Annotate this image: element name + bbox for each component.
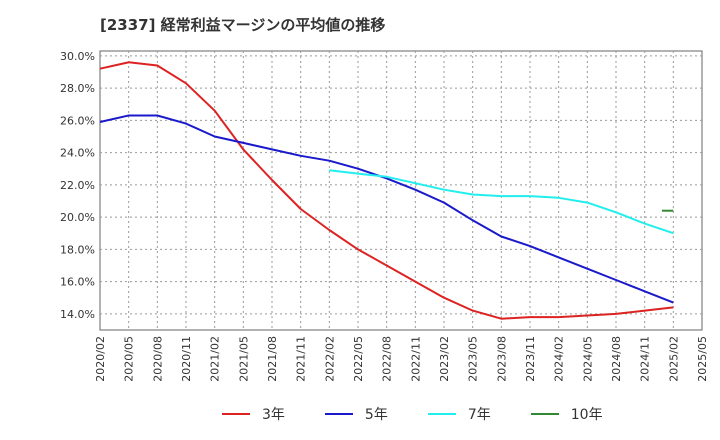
y-tick-label: 18.0%	[60, 243, 95, 256]
legend-label: 5年	[364, 407, 388, 423]
x-tick-label: 2025/02	[667, 336, 680, 382]
legend: 3年 5年 7年 10年	[222, 404, 643, 424]
x-tick-label: 2024/05	[581, 336, 594, 382]
series-line-0	[99, 61, 674, 320]
legend-label: 7年	[467, 407, 491, 423]
x-tick-label: 2021/11	[295, 336, 308, 382]
x-tick-label: 2021/02	[209, 336, 222, 382]
x-tick-label: 2021/08	[266, 336, 279, 382]
x-tick-label: 2022/08	[381, 336, 394, 382]
x-tick-label: 2020/11	[180, 336, 193, 382]
x-tick-label: 2025/05	[696, 336, 709, 382]
gridlines	[100, 51, 702, 330]
y-tick-label: 26.0%	[60, 114, 95, 127]
y-tick-label: 14.0%	[60, 308, 95, 321]
x-axis-ticks: 2020/02 2020/05 2020/08 2020/11 2021/02 2021/…	[94, 336, 709, 382]
legend-label: 3年	[262, 407, 285, 423]
x-tick-label: 2020/05	[123, 336, 136, 382]
x-tick-label: 2022/02	[323, 336, 336, 382]
series-line-1	[99, 114, 674, 304]
x-tick-label: 2023/05	[467, 336, 480, 382]
legend-label: 10年	[570, 407, 603, 423]
legend-item: 7年	[427, 404, 491, 424]
legend-item: 10年	[530, 404, 603, 424]
x-tick-label: 2023/02	[438, 336, 451, 382]
y-tick-label: 22.0%	[60, 179, 95, 192]
legend-item: 5年	[324, 404, 388, 424]
chart-title: [2337] 経常利益マージンの平均値の推移	[100, 16, 386, 34]
y-axis-ticks: 14.0% 16.0% 18.0% 20.0% 22.0% 24.0% 26.0% 28.0%…	[60, 50, 95, 321]
y-tick-label: 20.0%	[60, 211, 95, 224]
y-tick-label: 24.0%	[60, 147, 95, 160]
x-tick-label: 2020/02	[94, 336, 107, 382]
y-tick-label: 28.0%	[60, 82, 95, 95]
x-tick-label: 2024/11	[639, 336, 652, 382]
series-line-2	[329, 169, 674, 235]
x-tick-label: 2021/05	[237, 336, 250, 382]
x-tick-label: 2022/05	[352, 336, 365, 382]
x-tick-label: 2023/08	[495, 336, 508, 382]
y-tick-label: 16.0%	[60, 276, 95, 289]
legend-swatch	[530, 413, 559, 415]
legend-swatch	[222, 413, 250, 415]
x-tick-label: 2022/11	[409, 336, 422, 382]
plot-area	[99, 50, 703, 331]
legend-item: 3年	[222, 404, 285, 424]
y-tick-label: 30.0%	[60, 50, 95, 63]
legend-swatch	[427, 413, 456, 415]
x-tick-label: 2024/02	[553, 336, 566, 382]
x-tick-label: 2020/08	[151, 336, 164, 382]
x-tick-label: 2024/08	[610, 336, 623, 382]
x-tick-label: 2023/11	[524, 336, 537, 382]
series-lines	[99, 61, 674, 320]
legend-swatch	[324, 413, 353, 415]
